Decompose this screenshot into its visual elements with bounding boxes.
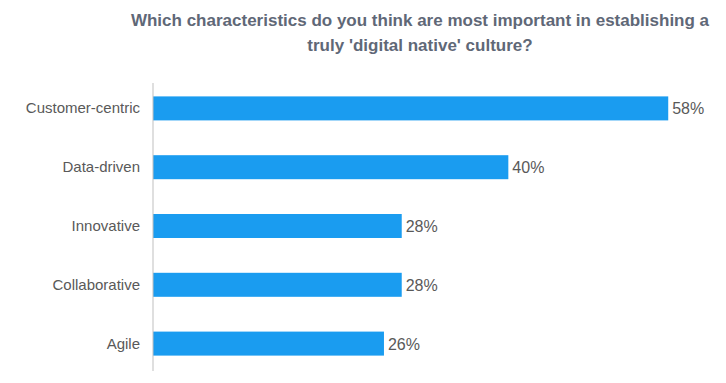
data-label: 28%	[406, 218, 438, 235]
bar	[153, 332, 384, 356]
data-label: 28%	[406, 277, 438, 294]
chart: Customer-centric 58% Data-driven 40% Innovat…	[0, 0, 726, 383]
category-label: Data-driven	[62, 158, 140, 175]
page: {"chart_data": {"type": "bar", "orientat…	[0, 0, 726, 383]
data-label: 26%	[388, 336, 420, 353]
bar	[153, 273, 402, 297]
data-label: 58%	[672, 100, 704, 117]
category-label: Customer-centric	[26, 99, 141, 116]
axis-line	[153, 83, 154, 371]
bars	[153, 96, 668, 355]
bar	[153, 214, 402, 238]
labels: Customer-centric 58% Data-driven 40% Innovat…	[26, 99, 704, 352]
bar	[153, 96, 668, 120]
bar	[153, 155, 508, 179]
category-label: Agile	[107, 335, 140, 352]
data-label: 40%	[512, 159, 544, 176]
chart-title: Which characteristics do you think are m…	[120, 8, 720, 58]
category-label: Innovative	[72, 217, 140, 234]
category-label: Collaborative	[52, 276, 140, 293]
